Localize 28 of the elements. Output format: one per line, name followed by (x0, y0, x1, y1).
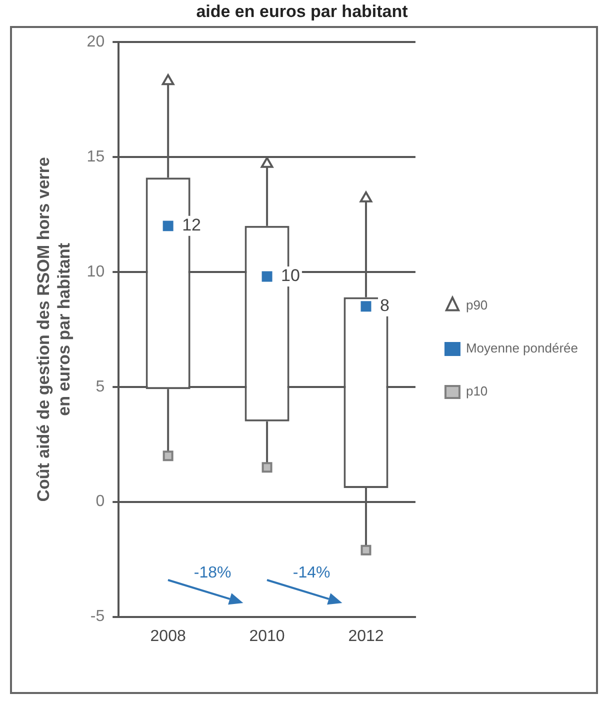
point (262, 271, 272, 282)
legend-label: Moyenne pondérée (466, 340, 578, 356)
x-tick-label: 2010 (249, 628, 285, 645)
data-label: 8 (380, 296, 390, 316)
point (162, 74, 174, 86)
x-tick-label: 2008 (150, 628, 186, 645)
point (360, 301, 372, 312)
legend-label: p10 (466, 384, 488, 399)
y-axis-title: Coût aidé de gestion des RSOM hors verre en euros par habitant (34, 156, 74, 502)
y-tick-label: 5 (96, 378, 105, 396)
annotation: -14% (292, 564, 330, 582)
y-tick-label: 0 (96, 493, 105, 510)
data-label: 10 (281, 266, 300, 286)
x-tick-label: 2012 (348, 628, 384, 645)
chart-title: aide en euros par habitant (195, 2, 409, 22)
point (360, 191, 372, 202)
annotation: -18% (194, 564, 232, 582)
point (360, 544, 372, 556)
y-tick-label: -5 (90, 608, 105, 626)
y-tick-label: 10 (86, 263, 105, 280)
y-tick-label: 20 (86, 33, 105, 50)
point (262, 462, 272, 473)
point (162, 220, 174, 232)
point (162, 450, 174, 462)
legend-label: p90 (466, 298, 488, 313)
y-tick-label: 15 (86, 148, 105, 166)
point (260, 156, 274, 168)
data-label: 12 (182, 216, 201, 235)
